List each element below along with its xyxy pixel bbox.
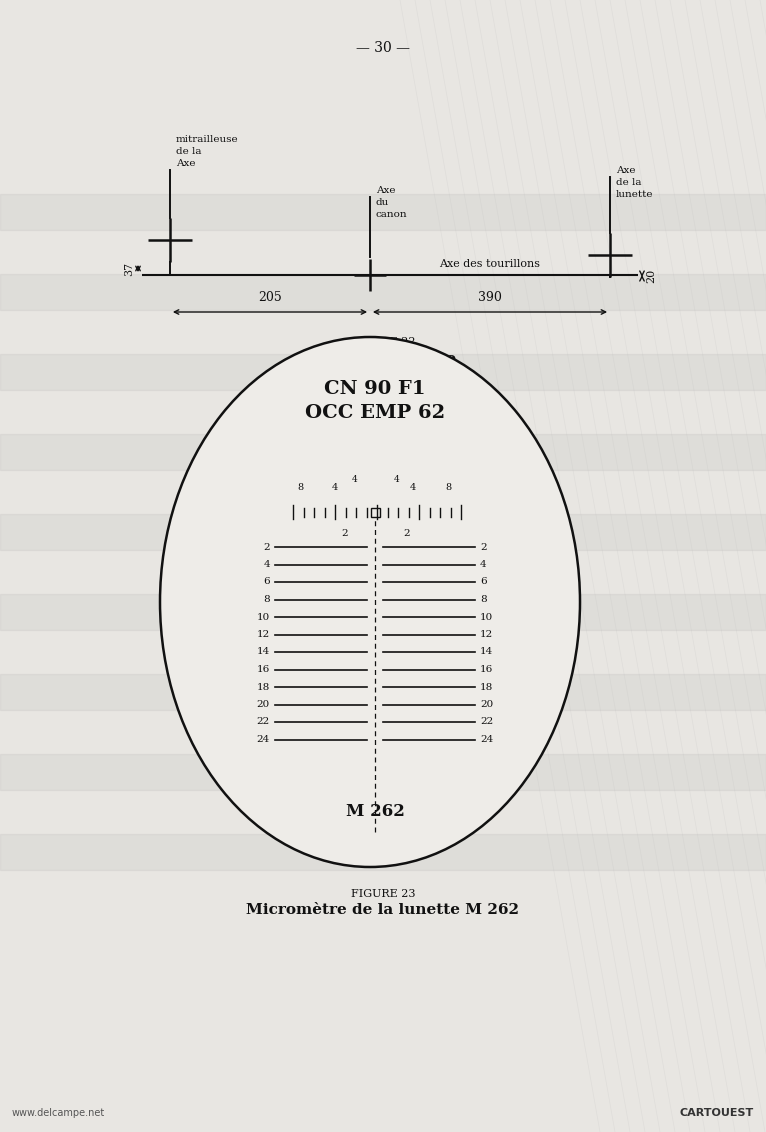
Text: Axe des tourillons: Axe des tourillons [440,259,541,269]
Text: 20: 20 [257,700,270,709]
Bar [0,194,766,230]
Bar [0,834,766,871]
Text: 37: 37 [124,261,134,275]
Text: 18: 18 [480,683,493,692]
Bar [371,507,379,516]
Text: 2: 2 [342,530,349,539]
Text: — 30 —: — 30 — [356,41,410,55]
Text: 20: 20 [646,269,656,283]
Text: du: du [376,198,389,207]
Text: www.delcampe.net: www.delcampe.net [12,1108,105,1118]
Text: 12: 12 [257,631,270,638]
Text: 4: 4 [480,560,486,569]
Ellipse shape [160,337,580,867]
Text: 20: 20 [480,700,493,709]
Text: Axe: Axe [616,166,636,175]
Text: 14: 14 [480,648,493,657]
Text: 16: 16 [257,664,270,674]
Text: 6: 6 [480,577,486,586]
Text: Axe: Axe [176,158,195,168]
Bar [0,434,766,470]
Text: 22: 22 [257,718,270,727]
Text: 390: 390 [478,291,502,305]
Bar [0,274,766,310]
Text: de la: de la [616,178,641,187]
Text: 10: 10 [257,612,270,621]
Text: 8: 8 [445,483,451,492]
Bar [0,674,766,710]
Text: 14: 14 [257,648,270,657]
Text: Axe: Axe [376,186,395,195]
Text: 4: 4 [264,560,270,569]
Text: 8: 8 [480,595,486,604]
Text: 205: 205 [258,291,282,305]
Text: M 262: M 262 [345,804,404,821]
Text: 2: 2 [480,542,486,551]
Text: 22: 22 [480,718,493,727]
Bar [0,594,766,631]
Text: 4: 4 [410,483,416,492]
Text: 18: 18 [257,683,270,692]
Text: de la: de la [176,147,201,156]
Text: canon: canon [376,211,408,218]
Bar [0,754,766,790]
Text: 24: 24 [257,735,270,744]
Bar [0,514,766,550]
Bar [0,354,766,391]
Text: OCC EMP 62: OCC EMP 62 [305,404,445,422]
Text: 6: 6 [264,577,270,586]
Text: 4: 4 [332,483,338,492]
Text: 2: 2 [264,542,270,551]
Text: Micromètre de la lunette M 262: Micromètre de la lunette M 262 [247,903,519,917]
Text: CARTOUEST: CARTOUEST [679,1108,754,1118]
Text: lunette: lunette [616,190,653,199]
Text: 12: 12 [480,631,493,638]
Text: 8: 8 [264,595,270,604]
Text: mitrailleuse: mitrailleuse [176,135,239,144]
Text: 2: 2 [404,530,411,539]
Text: 4: 4 [394,475,400,484]
Text: 24: 24 [480,735,493,744]
Text: 8: 8 [297,483,303,492]
Text: 4: 4 [352,475,358,484]
Text: FIGURE 23: FIGURE 23 [351,889,415,899]
Text: CN 90 F1: CN 90 F1 [324,380,426,398]
Text: 16: 16 [480,664,493,674]
Text: FIGURE 22: FIGURE 22 [351,337,415,348]
Text: Mire  de  réglage: Mire de réglage [310,351,456,366]
Text: 10: 10 [480,612,493,621]
